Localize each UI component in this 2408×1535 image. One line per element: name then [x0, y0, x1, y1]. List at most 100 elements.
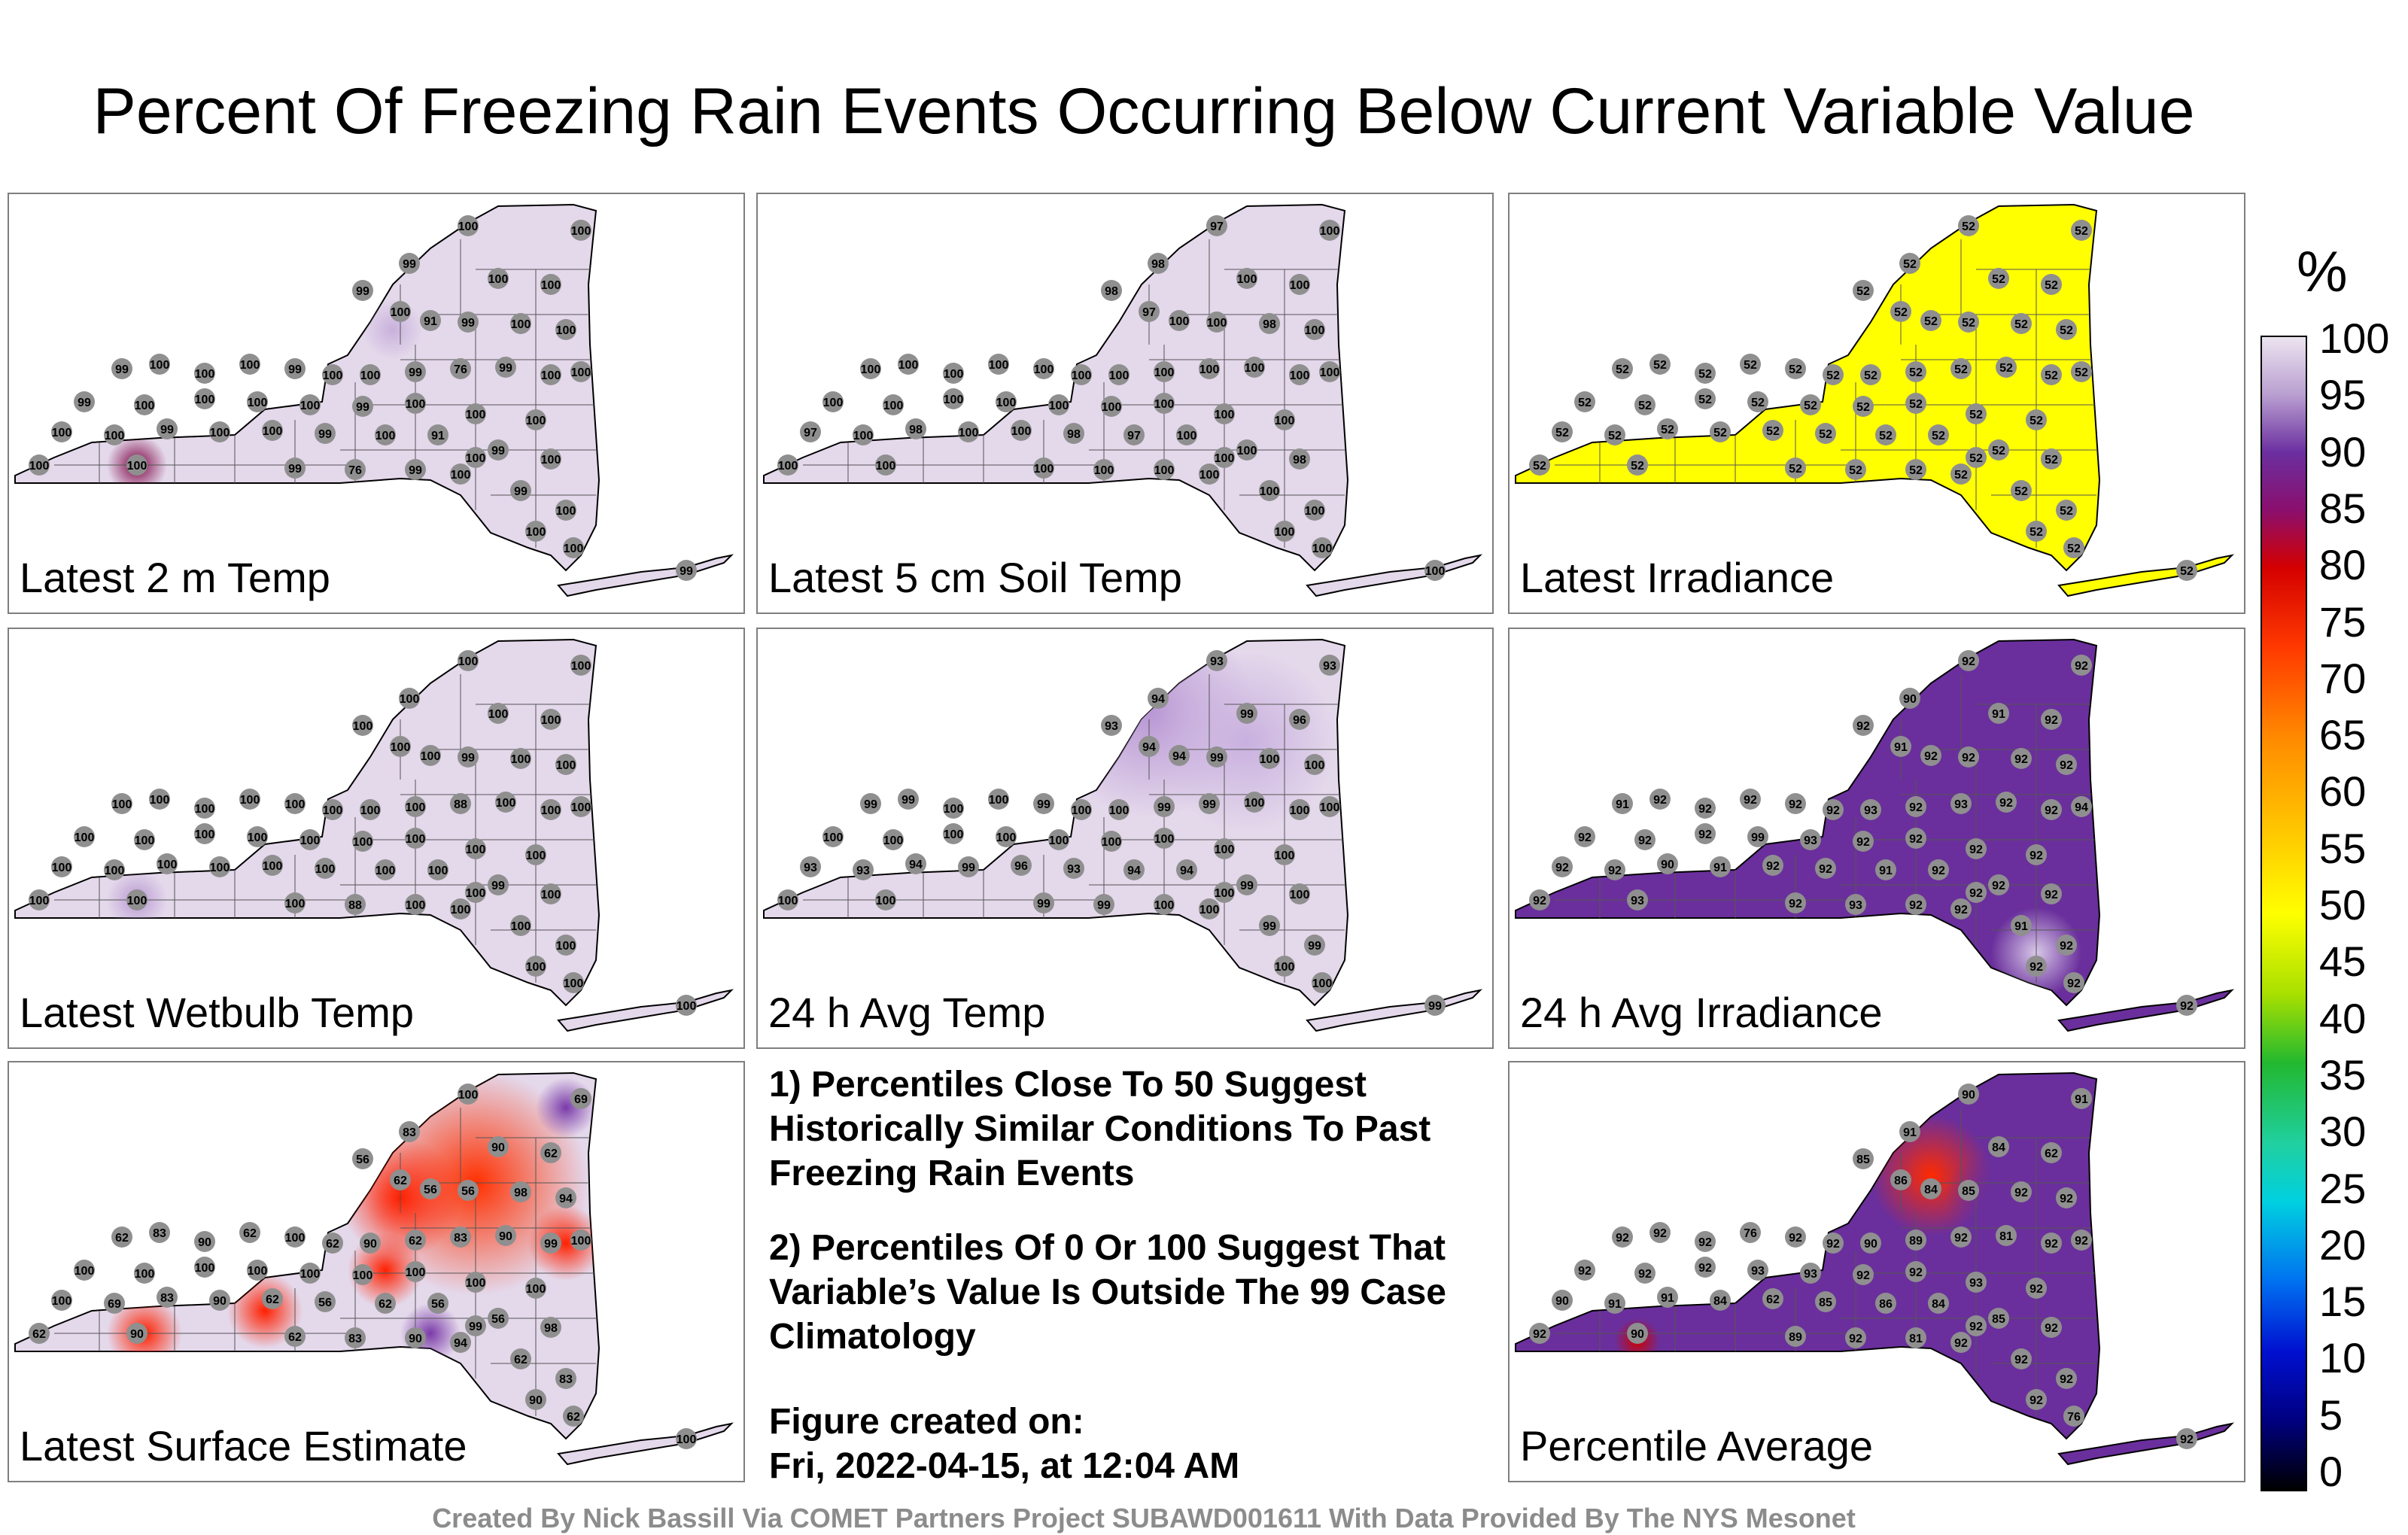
- station-marker: [450, 1332, 471, 1353]
- station-marker: [239, 354, 260, 375]
- station-value: 92: [1789, 798, 1802, 811]
- station-value: 100: [511, 318, 531, 331]
- state-map: 100 100 99 100 100 99 100 91 99 100 100 99 100 100 100…: [14, 203, 734, 597]
- station-marker: [111, 1226, 132, 1248]
- station-value: 100: [1034, 363, 1054, 376]
- station-value: 90: [1555, 1295, 1569, 1308]
- figure-title: Percent Of Freezing Rain Events Occurrin…: [93, 75, 2195, 147]
- station-marker: [2056, 935, 2077, 956]
- station-marker: [458, 650, 479, 671]
- station-value: 100: [556, 505, 576, 518]
- station-marker: [2176, 560, 2197, 581]
- station-marker: [1304, 935, 1325, 956]
- station-marker: [1101, 396, 1122, 417]
- station-value: 92: [1698, 1262, 1712, 1275]
- state-outline: [14, 638, 600, 1007]
- station-value: 100: [210, 427, 230, 439]
- station-value: 100: [1305, 759, 1325, 772]
- colorbar-tick: 20: [2319, 1220, 2367, 1269]
- state-map: 52 52 52 52 52 52 52 52 52 52 52 52 52 52 52 52 52 52 52 52…: [1515, 203, 2235, 597]
- station-value: 100: [1290, 369, 1310, 382]
- station-marker: [405, 393, 426, 414]
- station-marker: [194, 363, 215, 384]
- station-marker: [1958, 215, 1979, 236]
- station-marker: [1236, 268, 1257, 289]
- station-value: 100: [391, 306, 411, 319]
- station-marker: [898, 354, 919, 375]
- station-marker: [1206, 312, 1227, 333]
- station-marker: [853, 424, 874, 445]
- station-marker: [239, 1222, 260, 1243]
- station-marker: [1289, 883, 1310, 904]
- station-marker: [1762, 855, 1783, 876]
- station-value: 62: [32, 1328, 46, 1341]
- station-value: 91: [424, 315, 437, 328]
- station-value: 90: [499, 1230, 512, 1243]
- panel-label: 24 h Avg Irradiance: [1520, 989, 1883, 1036]
- station-marker: [1785, 1326, 1806, 1347]
- station-marker: [465, 1315, 486, 1336]
- station-marker: [104, 424, 125, 445]
- station-marker: [1815, 858, 1836, 879]
- station-marker: [2041, 448, 2062, 470]
- station-value: 52: [1555, 427, 1569, 439]
- station-marker: [1890, 736, 1911, 757]
- station-marker: [996, 826, 1017, 847]
- station-marker: [1996, 1225, 2017, 1246]
- station-value: 62: [326, 1238, 339, 1251]
- station-marker: [1236, 439, 1257, 460]
- station-marker: [860, 358, 881, 379]
- station-marker: [777, 454, 798, 476]
- station-value: 92: [1789, 1232, 1802, 1245]
- colorbar-tick: 0: [2319, 1448, 2343, 1495]
- station-value: 100: [556, 940, 576, 953]
- station-value: 100: [996, 831, 1017, 844]
- station-marker: [352, 1148, 373, 1169]
- station-value: 100: [959, 427, 979, 439]
- station-marker: [262, 420, 283, 441]
- station-value: 99: [514, 485, 528, 498]
- station-marker: [1890, 1169, 1911, 1190]
- station-value: 99: [356, 401, 369, 414]
- station-marker: [458, 1180, 479, 1201]
- station-value: 90: [363, 1238, 377, 1251]
- long-island-outline: [557, 554, 734, 597]
- station-value: 56: [491, 1313, 505, 1326]
- station-marker: [1093, 894, 1114, 915]
- station-value: 62: [266, 1293, 279, 1306]
- station-value: 100: [541, 804, 561, 817]
- station-value: 100: [1011, 425, 1032, 438]
- station-marker: [2176, 995, 2197, 1016]
- map-panel-2: 97 100 98 100 100 98 97 100 100 98 100 100 100 100 100…: [756, 193, 1494, 614]
- station-value: 99: [356, 285, 369, 298]
- colorbar-tick: 90: [2319, 427, 2367, 476]
- station-value: 100: [1290, 279, 1310, 292]
- station-value: 52: [1894, 306, 1908, 319]
- station-value: 100: [496, 797, 516, 810]
- station-marker: [555, 500, 576, 521]
- station-value: 100: [300, 1268, 321, 1281]
- station-marker: [525, 1389, 546, 1410]
- station-value: 99: [1263, 920, 1276, 933]
- station-marker: [1853, 1264, 1874, 1285]
- station-value: 92: [1962, 752, 1975, 764]
- station-value: 100: [944, 368, 964, 381]
- station-value: 99: [499, 362, 512, 375]
- station-marker: [1011, 420, 1032, 441]
- station-value: 83: [403, 1126, 416, 1139]
- station-value: 99: [78, 397, 91, 409]
- station-marker: [29, 889, 50, 910]
- station-marker: [2026, 844, 2047, 865]
- station-value: 62: [2045, 1147, 2058, 1160]
- station-value: 100: [157, 859, 178, 871]
- station-value: 92: [1909, 833, 1923, 846]
- station-value: 52: [1849, 464, 1862, 477]
- station-value: 92: [2014, 1354, 2028, 1366]
- station-value: 100: [1199, 904, 1220, 916]
- station-value: 52: [1992, 445, 2005, 457]
- station-marker: [399, 1121, 420, 1142]
- station-value: 99: [403, 258, 416, 271]
- station-marker: [399, 253, 420, 274]
- station-value: 56: [461, 1185, 475, 1198]
